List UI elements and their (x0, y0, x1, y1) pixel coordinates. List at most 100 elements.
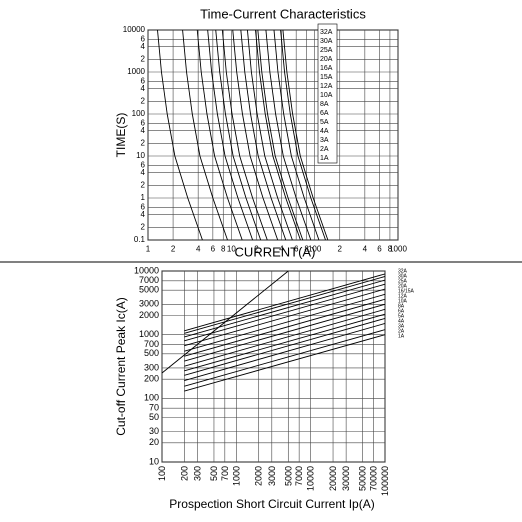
curve (184, 329, 386, 387)
y-tick-label: 4 (141, 168, 146, 177)
legend-entry: 10A (398, 298, 408, 304)
legend-entry: 10A (320, 92, 333, 99)
y-tick-label: 700 (144, 339, 159, 349)
curve (246, 29, 293, 241)
legend-entry: 8A (320, 101, 329, 108)
y-tick-label: 50 (149, 412, 159, 422)
x-tick-label: 6 (294, 245, 299, 254)
x-tick-label: 2 (254, 245, 259, 254)
x-tick-label: 8 (388, 245, 393, 254)
legend-entry: 16/15A (398, 288, 415, 294)
curve (255, 29, 301, 241)
y-tick-label: 200 (144, 374, 159, 384)
y-tick-label: 2 (141, 54, 146, 63)
y-tick-label: 1000 (127, 67, 145, 76)
curve (184, 303, 386, 362)
y-tick-label: 10 (136, 151, 145, 160)
y-tick-label: 6 (141, 202, 146, 211)
x-tick-label: 10000 (306, 466, 316, 491)
legend-entry: 6A (320, 110, 329, 117)
y-tick-label: 1 (141, 193, 146, 202)
x-tick-label: 100 (157, 466, 167, 481)
legend-entry: 6A (398, 308, 405, 314)
curve (232, 29, 279, 241)
x-axis-label: CURRENT(A) (235, 244, 316, 259)
x-tick-label: 30000 (341, 466, 351, 491)
x-tick-label: 300 (192, 466, 202, 481)
legend-entry: 25A (320, 47, 333, 54)
x-axis-label: Prospection Short Circuit Current Ip(A) (169, 497, 374, 511)
x-tick-label: 200 (179, 466, 189, 481)
x-tick-label: 4 (363, 245, 368, 254)
x-tick-label: 700 (220, 466, 230, 481)
legend-entry: 16A (320, 65, 333, 72)
x-tick-label: 10 (227, 245, 236, 254)
x-tick-label: 70000 (368, 466, 378, 491)
legend-entry: 8A (398, 303, 405, 309)
x-tick-label: 8 (304, 245, 309, 254)
curve (282, 29, 329, 241)
y-tick-label: 2 (141, 180, 146, 189)
curve (161, 270, 289, 374)
curve (184, 317, 386, 376)
curve (207, 29, 254, 241)
y-tick-label: 4 (141, 42, 146, 51)
x-tick-label: 50000 (358, 466, 368, 491)
legend-entry: 5A (398, 313, 405, 319)
plot-area (147, 29, 399, 241)
curve (257, 29, 304, 241)
legend-entry: 4A (398, 318, 405, 324)
y-axis-label: Cut-off Current Peak Ic(A) (114, 297, 128, 436)
x-tick-label: 20000 (328, 466, 338, 491)
y-tick-label: 5000 (139, 285, 159, 295)
y-tick-label: 10000 (123, 25, 146, 34)
legend-entry: 3A (398, 323, 405, 329)
x-tick-label: 100000 (380, 466, 390, 496)
curve (184, 334, 386, 392)
curve (184, 283, 386, 342)
plot-area (161, 270, 386, 463)
y-tick-label: 2 (141, 222, 146, 231)
x-tick-label: 2000 (254, 466, 264, 486)
x-tick-label: 1 (146, 245, 151, 254)
x-tick-label: 2 (171, 245, 176, 254)
y-tick-label: 100 (144, 393, 159, 403)
y-tick-label: 3000 (139, 299, 159, 309)
legend-entry: 4A (320, 128, 329, 135)
x-tick-label: 100 (308, 245, 322, 254)
x-tick-label: 5000 (283, 466, 293, 486)
x-tick-label: 7000 (294, 466, 304, 486)
curve (265, 29, 312, 241)
legend-entry: 30A (320, 38, 333, 45)
curve (184, 273, 386, 332)
legend-entry: 12A (398, 293, 408, 299)
y-tick-label: 2 (141, 96, 146, 105)
curve (184, 293, 386, 352)
legend-entry: 5A (320, 119, 329, 126)
legend-entry: 30A (398, 273, 408, 279)
y-tick-label: 6 (141, 76, 146, 85)
x-tick-label: 4 (196, 245, 201, 254)
legend-entry: 32A (398, 268, 408, 274)
curve (240, 29, 287, 241)
y-tick-label: 6 (141, 34, 146, 43)
legend-entry: 1A (398, 333, 405, 339)
curve (184, 323, 386, 382)
x-tick-label: 6 (377, 245, 382, 254)
y-tick-label: 10000 (134, 265, 159, 275)
y-tick-label: 30 (149, 426, 159, 436)
x-tick-label: 3000 (267, 466, 277, 486)
legend-entry: 2A (320, 146, 329, 153)
curve (184, 288, 386, 347)
legend-entry: 15A (320, 74, 333, 81)
curve (215, 29, 262, 241)
legend-box (317, 23, 338, 164)
curve (184, 298, 386, 357)
curve (280, 29, 326, 241)
legend-entry: 32A (320, 29, 333, 36)
y-tick-label: 500 (144, 348, 159, 358)
y-tick-label: 70 (149, 403, 159, 413)
y-tick-label: 4 (141, 210, 146, 219)
curve (182, 29, 228, 241)
